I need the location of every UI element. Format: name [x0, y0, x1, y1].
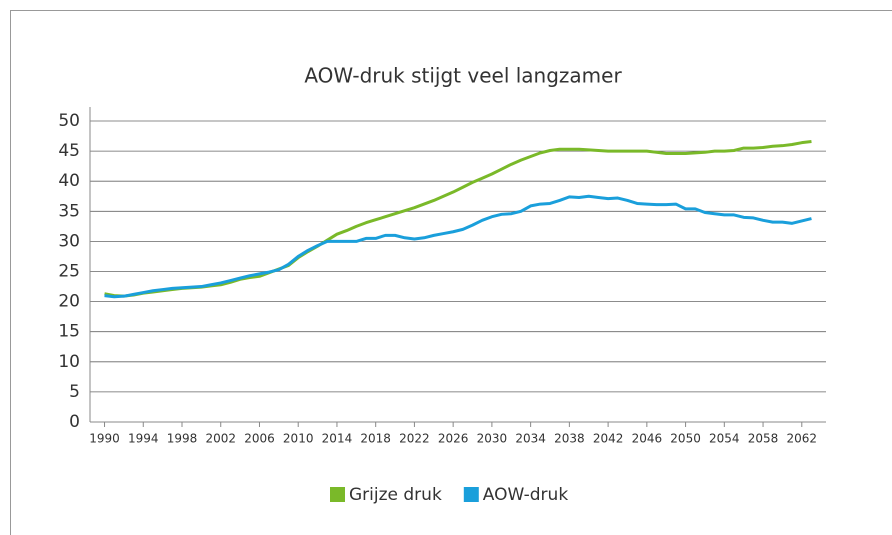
y-tick-label: 35	[58, 201, 80, 221]
x-tick-label: 2014	[322, 432, 353, 446]
series-line	[104, 139, 812, 298]
x-tick-label: 2022	[399, 432, 430, 446]
x-tick-label: 2034	[515, 432, 546, 446]
legend-swatch	[330, 487, 345, 502]
legend-swatch	[463, 487, 479, 502]
x-tick-label: 2030	[477, 432, 508, 446]
x-tick-label: 2054	[709, 432, 740, 446]
chart-title: AOW-druk stijgt veel langzamer	[304, 64, 622, 88]
x-tick-label: 2058	[748, 432, 779, 446]
x-tick-label: 2050	[670, 432, 701, 446]
x-tick-label: 2062	[787, 432, 818, 446]
x-tick-label: 2042	[593, 432, 624, 446]
y-tick-label: 25	[58, 262, 80, 282]
y-tick-label: 15	[58, 322, 80, 342]
x-tick-label: 2026	[438, 432, 469, 446]
y-tick-label: 0	[69, 412, 80, 432]
legend-label: AOW-druk	[483, 485, 569, 505]
x-tick-label: 1998	[167, 432, 198, 446]
x-tick-label: 2002	[205, 432, 236, 446]
y-tick-label: 30	[58, 231, 80, 251]
x-tick-label: 2018	[360, 432, 391, 446]
y-tick-label: 50	[58, 111, 80, 131]
y-tick-label: 5	[69, 382, 80, 402]
x-tick-label: 2038	[554, 432, 585, 446]
x-tick-label: 2006	[244, 432, 275, 446]
x-tick-label: 2046	[632, 432, 663, 446]
y-tick-label: 40	[58, 171, 80, 191]
x-tick-label: 2010	[283, 432, 314, 446]
y-tick-label: 20	[58, 292, 80, 312]
series-line	[104, 194, 812, 299]
x-tick-label: 1990	[89, 432, 120, 446]
y-tick-label: 45	[58, 141, 80, 161]
y-tick-label: 10	[58, 352, 80, 372]
x-tick-label: 1994	[128, 432, 159, 446]
legend-label: Grijze druk	[349, 485, 442, 505]
